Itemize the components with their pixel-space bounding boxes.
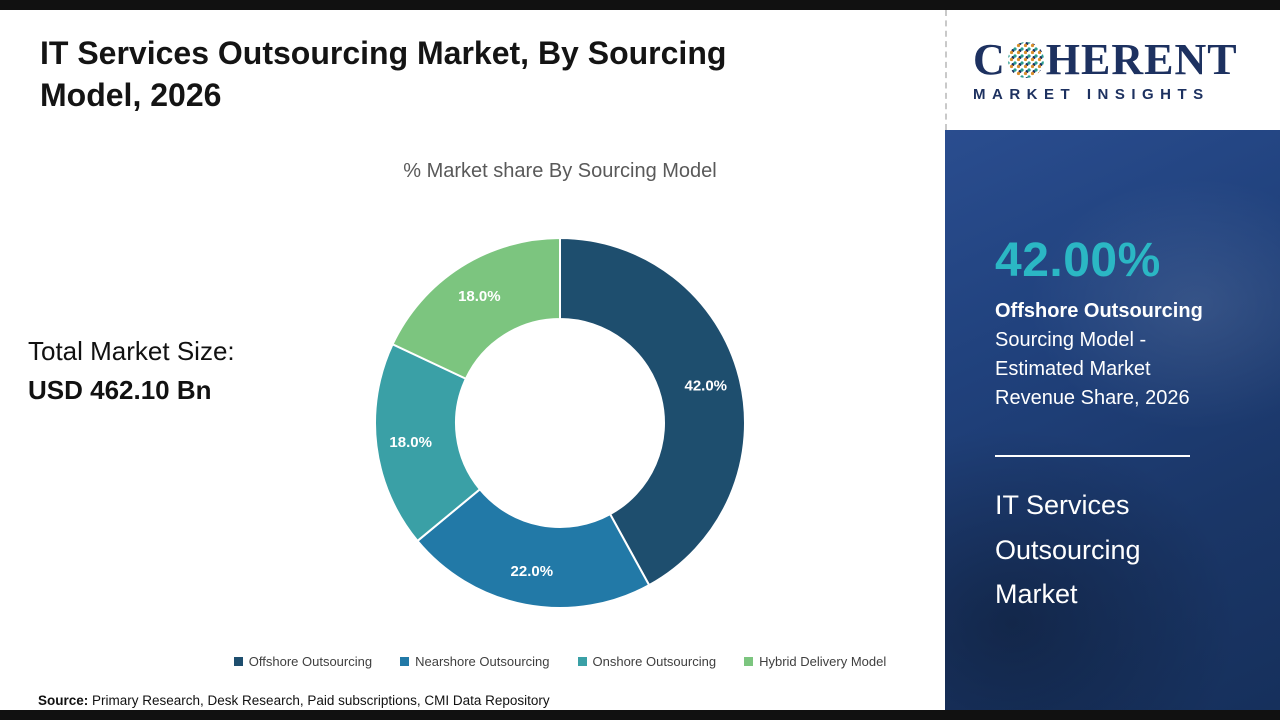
source-text: Primary Research, Desk Research, Paid su… (88, 693, 550, 708)
legend-item: Offshore Outsourcing (233, 654, 373, 669)
sidebar: C HERENT MARKET INSIGHTS 42.00% Offshore… (945, 10, 1280, 710)
donut-slice-1 (416, 487, 651, 609)
total-market-size: Total Market Size: USD 462.10 Bn (28, 332, 235, 410)
panel-divider (995, 455, 1190, 457)
slice-data-label: 22.0% (511, 563, 554, 580)
source-label: Source: (38, 693, 89, 708)
donut-chart: 42.0% 22.0% 18.0% 18.0% (340, 203, 780, 643)
legend-label: Nearshore Outsourcing (415, 654, 550, 669)
brand-name: C HERENT (973, 34, 1280, 84)
bottom-black-bar (0, 710, 1280, 720)
page-title: IT Services Outsourcing Market, By Sourc… (40, 35, 727, 114)
highlight-panel: 42.00% Offshore Outsourcing Sourcing Mod… (945, 130, 1280, 710)
legend-item: Nearshore Outsourcing (400, 654, 550, 669)
slice-data-label: 42.0% (684, 378, 727, 395)
donut-slice-0 (559, 236, 746, 587)
brand-letter-c: C (973, 34, 1006, 84)
donut-slice-2 (374, 342, 482, 543)
legend-swatch-icon (744, 657, 754, 666)
chart-area: IT Services Outsourcing Market, By Sourc… (0, 10, 945, 710)
highlight-description: Sourcing Model - Estimated Market Revenu… (995, 329, 1190, 409)
brand-letters-rest: HERENT (1045, 34, 1238, 84)
legend-item: Hybrid Delivery Model (744, 654, 886, 669)
brand-subtitle: MARKET INSIGHTS (973, 85, 1210, 103)
market-name: IT Services Outsourcing Market (995, 490, 1141, 610)
legend-item: Onshore Outsourcing (577, 654, 717, 669)
donut-slice-3 (391, 236, 561, 381)
highlight-title: Offshore Outsourcing (995, 300, 1203, 322)
legend-swatch-icon (233, 657, 243, 666)
legend-label: Hybrid Delivery Model (759, 654, 887, 669)
chart-subtitle: % Market share By Sourcing Model (403, 160, 717, 182)
total-market-value: USD 462.10 Bn (28, 375, 212, 405)
legend-label: Onshore Outsourcing (592, 654, 717, 669)
source-line: Source: Primary Research, Desk Research,… (38, 693, 550, 708)
legend-label: Offshore Outsourcing (248, 654, 373, 669)
brand-logo: C HERENT MARKET INSIGHTS (945, 10, 1280, 130)
legend-swatch-icon (400, 657, 410, 666)
globe-dots-icon (1007, 41, 1044, 78)
slice-data-label: 18.0% (458, 288, 501, 305)
chart-legend: Offshore Outsourcing Nearshore Outsourci… (60, 654, 1060, 669)
donut-chart-svg: 42.0% 22.0% 18.0% 18.0% (374, 236, 746, 609)
highlight-value: 42.00% (995, 234, 1161, 287)
top-black-bar (0, 0, 1280, 10)
legend-swatch-icon (577, 657, 587, 666)
slice-data-label: 18.0% (389, 434, 432, 451)
total-market-label: Total Market Size: (28, 336, 235, 366)
